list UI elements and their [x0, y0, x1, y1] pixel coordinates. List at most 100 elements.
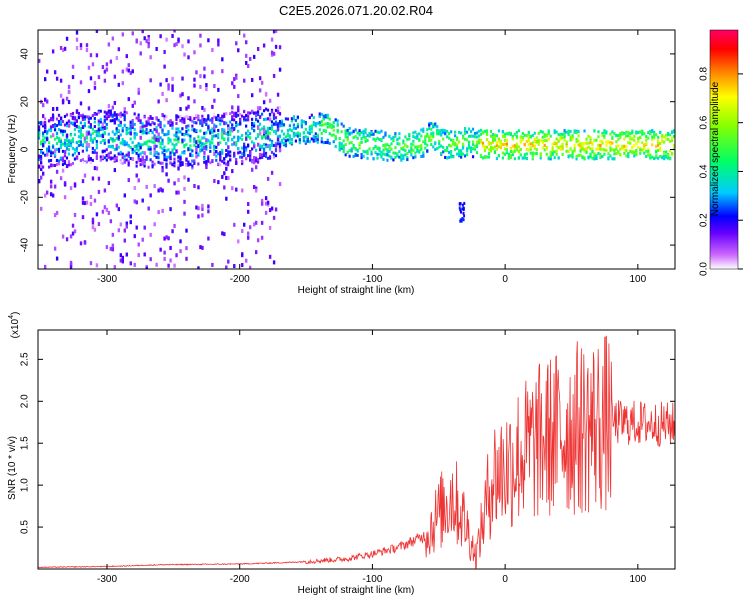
- spectrogram-cell: [181, 138, 184, 143]
- spectrogram-cell: [370, 132, 373, 136]
- spectrogram-cell: [629, 150, 632, 154]
- spectrogram-cell: [141, 30, 144, 34]
- spectrogram-cell: [467, 127, 471, 131]
- spectrogram-cell: [300, 123, 303, 127]
- spectrogram-cell: [394, 151, 397, 155]
- spectrogram-cell: [247, 129, 250, 133]
- spectrogram-cell: [625, 154, 628, 158]
- spectrogram-cell: [422, 127, 425, 131]
- spectrogram-cell: [207, 138, 210, 142]
- spectrogram-cell: [342, 139, 345, 143]
- spectrogram-cell: [243, 153, 246, 157]
- spectrogram-cell: [243, 115, 246, 120]
- spectrogram-cell: [270, 124, 274, 128]
- spectrogram-cell: [231, 123, 234, 127]
- spectrogram-cell: [503, 132, 507, 136]
- spectrogram-cell: [384, 153, 387, 157]
- spectrogram-cell: [645, 135, 648, 139]
- spectrogram-cell: [372, 132, 375, 136]
- spectrogram-cell: [262, 147, 266, 151]
- spectrogram-cell: [105, 116, 109, 121]
- spectrogram-cell: [131, 157, 134, 162]
- spectrogram-cell: [537, 142, 540, 146]
- spectrogram-cell: [338, 136, 341, 140]
- spectrogram-cell: [125, 141, 128, 145]
- spectrogram-cell: [135, 132, 138, 136]
- spectrogram-cell: [249, 111, 252, 115]
- spectrogram-cell: [61, 158, 65, 162]
- spectrogram-cell: [107, 145, 110, 149]
- spectrogram-cell: [159, 120, 162, 124]
- spectrogram-cell: [517, 145, 520, 149]
- spectrogram-cell: [205, 138, 208, 143]
- spectrogram-cell: [671, 152, 674, 156]
- spectrogram-cell: [183, 199, 186, 204]
- spectrogram-cell: [573, 143, 576, 147]
- spectrogram-cell: [223, 114, 226, 118]
- spectrogram-cell: [577, 134, 580, 138]
- spectrogram-cell: [95, 129, 98, 133]
- spectrogram-cell: [595, 138, 598, 142]
- spectrogram-cell: [398, 150, 401, 154]
- spectrogram-cell: [495, 134, 499, 138]
- spectrogram-cell: [191, 119, 194, 123]
- spectrogram-cell: [245, 131, 248, 135]
- spectrogram-cell: [175, 131, 178, 135]
- spectrogram-cell: [97, 75, 101, 80]
- spectrogram-cell: [111, 243, 115, 248]
- spectrogram-cell: [477, 134, 481, 138]
- spectrogram-cell: [266, 128, 270, 132]
- spectrogram-cell: [374, 139, 377, 143]
- spectrogram-cell: [63, 141, 67, 145]
- spectrogram-cell: [639, 130, 642, 134]
- spectrogram-cell: [372, 157, 375, 161]
- spectrogram-cell: [127, 178, 130, 183]
- spectrogram-cell: [348, 126, 351, 130]
- spectrogram-cell: [187, 124, 190, 128]
- spectrogram-cell: [262, 129, 266, 134]
- spectrogram-cell: [141, 158, 144, 162]
- spectrogram-cell: [539, 156, 542, 160]
- spectrogram-cell: [157, 132, 160, 137]
- spectrogram-cell: [225, 121, 228, 125]
- spectrogram-cell: [563, 138, 566, 142]
- spectrogram-cell: [454, 143, 457, 147]
- spectrogram-cell: [605, 148, 608, 152]
- spectrogram-cell: [187, 104, 190, 109]
- spectrogram-cell: [561, 136, 564, 140]
- spectrogram-cell: [55, 136, 59, 140]
- spectrogram-cell: [93, 166, 97, 171]
- spectrogram-cell: [565, 149, 568, 153]
- spectrogram-cell: [400, 157, 403, 161]
- spectrogram-cell: [157, 118, 160, 122]
- spectrogram-cell: [63, 46, 67, 51]
- spectrogram-cell: [241, 159, 244, 163]
- spectrogram-cell: [432, 135, 435, 139]
- spectrogram-cell: [203, 131, 206, 135]
- spectrogram-cell: [581, 146, 584, 150]
- spectrogram-cell: [59, 122, 63, 126]
- spectrogram-cell: [215, 154, 218, 158]
- spectrogram-cell: [613, 157, 616, 161]
- spectrogram-cell: [73, 157, 77, 161]
- spectrogram-cell: [332, 128, 335, 132]
- spectrogram-cell: [493, 151, 497, 155]
- spectrogram-cell: [627, 131, 630, 135]
- spectrogram-cell: [286, 138, 290, 142]
- spectrogram-cell: [117, 135, 121, 140]
- spectrogram-cell: [189, 116, 192, 120]
- spectrogram-cell: [111, 137, 114, 141]
- spectrogram-cell: [284, 117, 288, 121]
- spectrogram-cell: [553, 131, 556, 135]
- spectrogram-cell: [667, 153, 670, 157]
- spectrogram-cell: [245, 148, 248, 152]
- spectrogram-cell: [460, 151, 463, 155]
- spectrogram-cell: [316, 133, 319, 137]
- spectrogram-cell: [368, 134, 371, 138]
- spectrogram-cell: [561, 142, 564, 146]
- spectrogram-cell: [671, 136, 674, 140]
- spectrogram-cell: [63, 181, 67, 186]
- spectrogram-cell: [135, 39, 138, 44]
- spectrogram-cell: [537, 139, 540, 143]
- spectrogram-cell: [456, 138, 459, 142]
